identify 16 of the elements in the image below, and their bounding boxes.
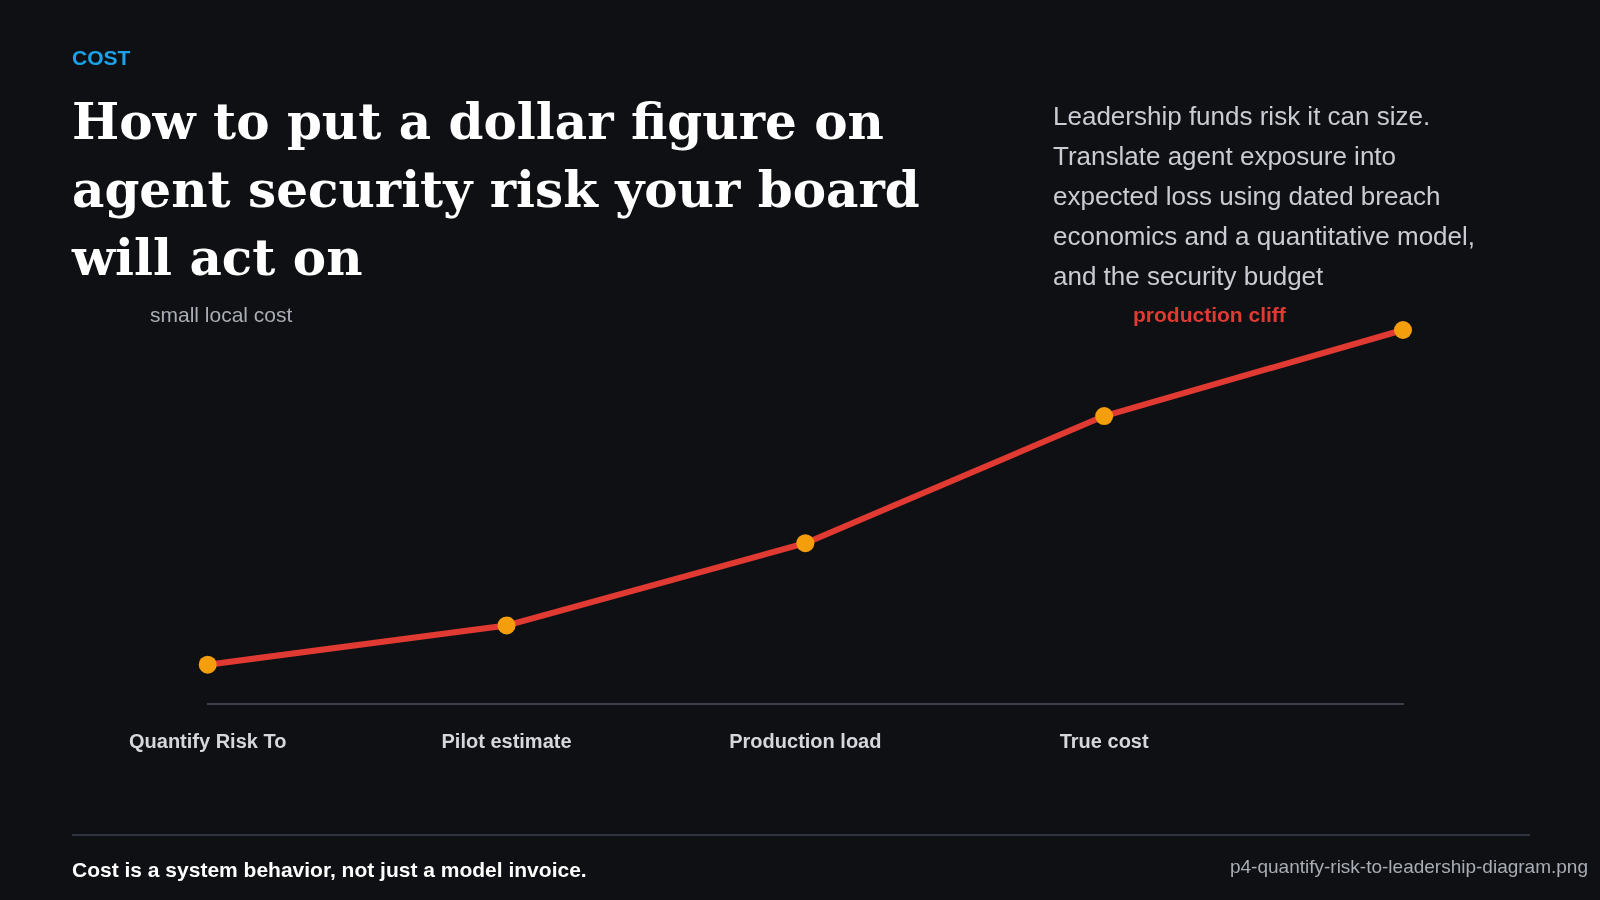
point xyxy=(497,616,516,635)
chart-subtitle: Leadership funds risk it can size. Translate agent exposure into expected loss using dated breach economics and a quantitative model, and the security budget xyxy=(1053,100,1477,293)
point xyxy=(1095,407,1114,426)
x-tick-label: Quantify Risk To xyxy=(129,729,287,752)
text: p4-quantify-risk-to-leadership-diagram.png xyxy=(1229,856,1588,878)
text: production cliff xyxy=(1133,303,1286,327)
x-tick-label: Production load xyxy=(729,729,882,752)
text: small local cost xyxy=(150,303,293,327)
point xyxy=(1394,321,1412,339)
chart-title: How to put a dollar figure on agent security risk your board will act on xyxy=(72,91,921,289)
x-tick-label: True cost xyxy=(1059,729,1149,752)
point xyxy=(796,534,815,553)
x-tick-label: Pilot estimate xyxy=(441,729,572,752)
point xyxy=(198,655,217,674)
text: Cost is a system behavior, not just a model invoice. xyxy=(72,858,587,882)
text: COST xyxy=(72,46,131,70)
